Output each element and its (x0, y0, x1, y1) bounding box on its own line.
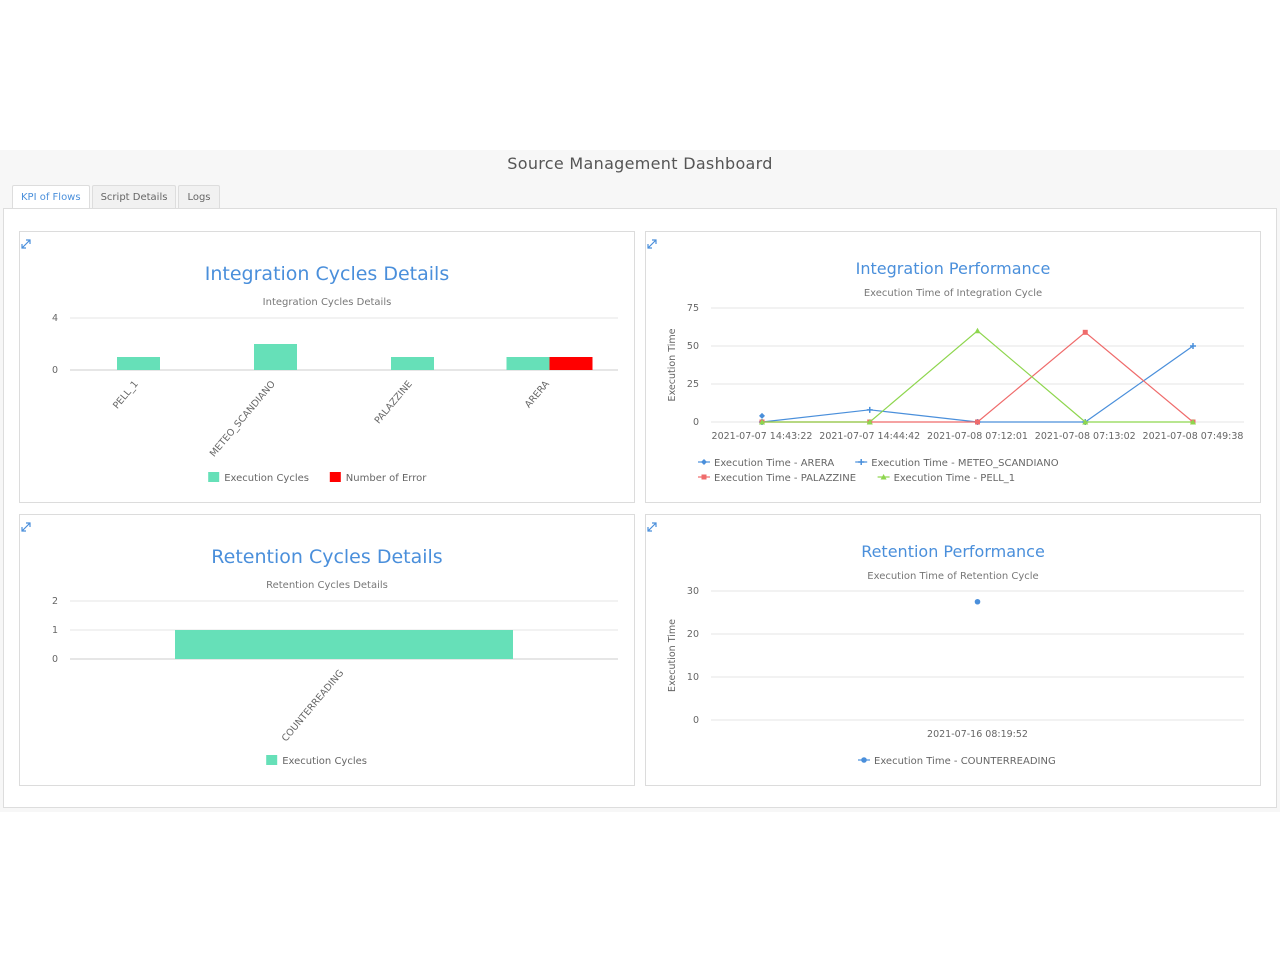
data-point (866, 419, 873, 425)
legend-swatch (208, 472, 220, 482)
chart-subtitle: Integration Cycles Details (263, 297, 392, 308)
y-tick-label: 0 (52, 654, 58, 665)
bar (506, 357, 550, 370)
expand-icon[interactable] (646, 238, 658, 250)
legend-marker (858, 459, 865, 465)
legend-swatch (329, 472, 341, 482)
x-tick-label: 2021-07-08 07:49:38 (1143, 431, 1244, 442)
chart-title: Retention Cycles Details (211, 546, 442, 568)
legend-marker (880, 474, 887, 480)
y-axis-label: Execution Time (667, 328, 678, 401)
y-tick-label: 75 (687, 303, 699, 314)
y-tick-label: 2 (52, 596, 58, 607)
legend-label: Execution Time - PALAZZINE (714, 473, 856, 484)
tab-content: Integration Cycles Details Integration Cy… (3, 208, 1277, 808)
retention-cycles-chart: Retention Cycles Details Retention Cycles… (52, 546, 618, 767)
x-tick-label: COUNTERREADING (280, 668, 346, 744)
x-tick-label: 2021-07-07 14:44:42 (819, 431, 920, 442)
y-tick-label: 0 (693, 417, 699, 428)
legend-label: Execution Time - PELL_1 (894, 473, 1016, 484)
tab-logs[interactable]: Logs (178, 185, 220, 209)
y-tick-label: 4 (52, 313, 58, 324)
x-tick-label: 2021-07-16 08:19:52 (927, 729, 1028, 740)
legend-marker (701, 459, 707, 465)
y-tick-label: 10 (687, 672, 699, 683)
data-point (974, 327, 981, 334)
chart-subtitle: Execution Time of Retention Cycle (867, 571, 1038, 582)
data-point (759, 419, 765, 425)
integration-performance-panel: Integration Performance Execution Time of… (645, 231, 1261, 503)
y-tick-label: 20 (687, 629, 699, 640)
dashboard-app: Source Management Dashboard KPI of Flows… (0, 150, 1280, 812)
chart-title: Integration Performance (856, 259, 1051, 278)
chart-title: Retention Performance (861, 542, 1045, 561)
retention-performance-chart: Retention Performance Execution Time of R… (667, 542, 1244, 767)
x-tick-label: 2021-07-08 07:12:01 (927, 431, 1028, 442)
data-point (759, 412, 765, 419)
y-tick-label: 50 (687, 341, 699, 352)
expand-icon[interactable] (20, 238, 32, 250)
legend-label: Execution Time - METEO_SCANDIANO (871, 458, 1059, 469)
y-tick-label: 0 (52, 365, 58, 376)
legend-label: Number of Error (346, 473, 427, 484)
data-point (866, 406, 873, 413)
x-tick-label: 2021-07-07 14:43:22 (712, 431, 813, 442)
legend-label: Execution Cycles (224, 473, 309, 484)
legend-marker (861, 757, 867, 763)
x-tick-label: METEO_SCANDIANO (208, 379, 278, 459)
chart-title: Integration Cycles Details (205, 263, 449, 285)
bar (117, 357, 160, 370)
data-point (975, 419, 980, 425)
tab-bar: KPI of Flows Script Details Logs (12, 185, 222, 210)
chart-subtitle: Execution Time of Integration Cycle (864, 288, 1042, 299)
tab-script-details[interactable]: Script Details (91, 185, 177, 209)
retention-cycles-panel: Retention Cycles Details Retention Cycles… (19, 514, 635, 786)
data-point (1082, 329, 1088, 335)
series-line (762, 330, 1193, 423)
data-point (1082, 419, 1089, 425)
expand-icon[interactable] (20, 521, 32, 533)
x-tick-label: PALAZZINE (373, 379, 415, 426)
y-tick-label: 30 (687, 586, 699, 597)
bar (391, 357, 434, 370)
data-point (1190, 343, 1196, 349)
page-title: Source Management Dashboard (507, 154, 773, 173)
bar (254, 344, 297, 370)
bar (549, 357, 593, 370)
x-tick-label: 2021-07-08 07:13:02 (1035, 431, 1136, 442)
tab-kpi-of-flows[interactable]: KPI of Flows (12, 185, 90, 210)
x-tick-label: PELL_1 (111, 379, 141, 411)
data-point (1190, 419, 1196, 425)
legend-label: Execution Time - ARERA (714, 458, 834, 469)
chart-subtitle: Retention Cycles Details (266, 580, 388, 591)
legend-label: Execution Time - COUNTERREADING (874, 756, 1056, 767)
y-tick-label: 1 (52, 625, 58, 636)
retention-performance-panel: Retention Performance Execution Time of R… (645, 514, 1261, 786)
integration-cycles-chart: Integration Cycles Details Integration Cy… (52, 263, 618, 484)
data-point (974, 598, 981, 605)
legend-marker (701, 474, 707, 480)
y-axis-label: Execution Time (667, 619, 678, 692)
integration-cycles-panel: Integration Cycles Details Integration Cy… (19, 231, 635, 503)
y-tick-label: 0 (693, 715, 699, 726)
expand-icon[interactable] (646, 521, 658, 533)
legend-swatch (266, 755, 278, 765)
y-tick-label: 25 (687, 379, 699, 390)
integration-performance-chart: Integration Performance Execution Time of… (667, 259, 1244, 484)
x-tick-label: ARERA (523, 378, 552, 410)
bar (175, 630, 513, 659)
legend-label: Execution Cycles (282, 756, 367, 767)
